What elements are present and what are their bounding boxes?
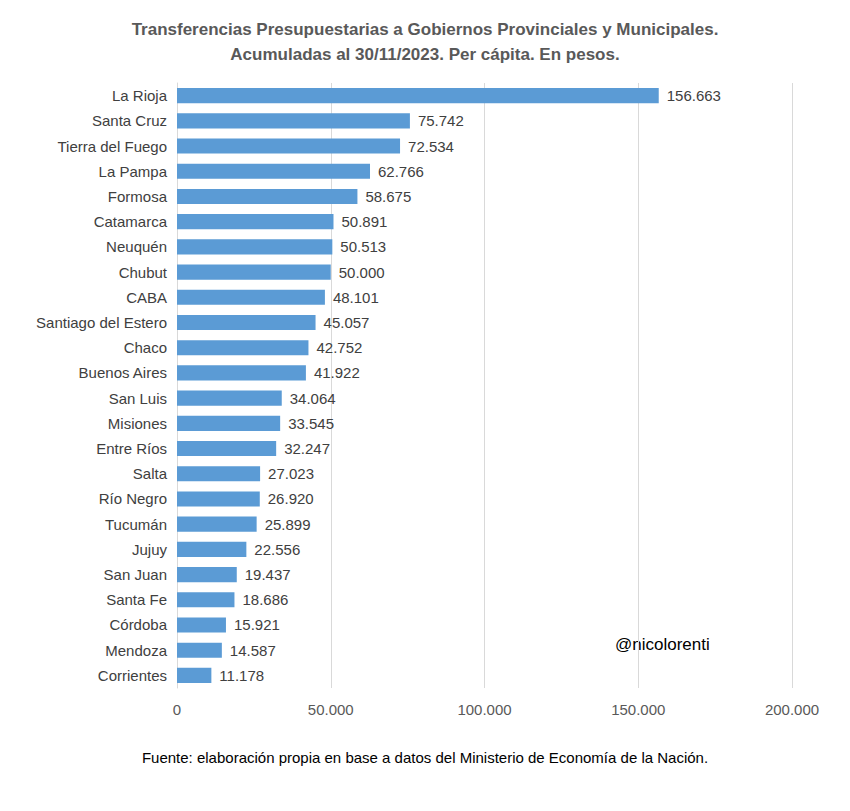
svg-text:27.023: 27.023 xyxy=(268,465,314,482)
svg-text:Corrientes: Corrientes xyxy=(98,667,167,684)
svg-text:22.556: 22.556 xyxy=(254,541,300,558)
svg-text:Formosa: Formosa xyxy=(108,188,168,205)
svg-text:58.675: 58.675 xyxy=(365,188,411,205)
svg-text:Chaco: Chaco xyxy=(124,339,167,356)
svg-text:Salta: Salta xyxy=(133,465,168,482)
svg-text:Acumuladas al 30/11/2023. Per: Acumuladas al 30/11/2023. Per cápita. En… xyxy=(230,45,619,64)
svg-text:Córdoba: Córdoba xyxy=(109,616,167,633)
svg-text:Catamarca: Catamarca xyxy=(94,213,168,230)
svg-text:11.178: 11.178 xyxy=(219,667,264,684)
svg-text:50.513: 50.513 xyxy=(340,238,386,255)
svg-text:33.545: 33.545 xyxy=(288,415,334,432)
svg-text:50.891: 50.891 xyxy=(341,213,387,230)
svg-text:62.766: 62.766 xyxy=(378,163,424,180)
svg-text:150.000: 150.000 xyxy=(611,701,665,718)
svg-text:Entre Ríos: Entre Ríos xyxy=(96,440,167,457)
svg-text:Misiones: Misiones xyxy=(108,415,167,432)
svg-text:18.686: 18.686 xyxy=(242,591,288,608)
svg-text:Jujuy: Jujuy xyxy=(132,541,168,558)
svg-text:41.922: 41.922 xyxy=(314,364,360,381)
svg-text:26.920: 26.920 xyxy=(268,490,314,507)
svg-text:Mendoza: Mendoza xyxy=(105,642,167,659)
svg-text:Santa Cruz: Santa Cruz xyxy=(92,112,167,129)
svg-text:Tucumán: Tucumán xyxy=(105,516,167,533)
svg-text:75.742: 75.742 xyxy=(418,112,464,129)
svg-text:La Rioja: La Rioja xyxy=(112,87,168,104)
svg-text:200.000: 200.000 xyxy=(765,701,819,718)
svg-text:15.921: 15.921 xyxy=(234,616,280,633)
svg-text:19.437: 19.437 xyxy=(245,566,291,583)
svg-text:0: 0 xyxy=(173,701,181,718)
svg-text:La Pampa: La Pampa xyxy=(99,163,168,180)
svg-text:Santiago del Estero: Santiago del Estero xyxy=(36,314,167,331)
svg-text:Neuquén: Neuquén xyxy=(106,238,167,255)
svg-text:50.000: 50.000 xyxy=(308,701,354,718)
svg-text:14.587: 14.587 xyxy=(230,642,276,659)
svg-text:San Juan: San Juan xyxy=(104,566,167,583)
svg-text:42.752: 42.752 xyxy=(316,339,362,356)
svg-text:34.064: 34.064 xyxy=(290,390,336,407)
svg-text:48.101: 48.101 xyxy=(333,289,379,306)
svg-text:72.534: 72.534 xyxy=(408,138,454,155)
svg-text:32.247: 32.247 xyxy=(284,440,330,457)
svg-text:Río Negro: Río Negro xyxy=(99,490,167,507)
svg-text:Buenos Aires: Buenos Aires xyxy=(79,364,167,381)
svg-text:50.000: 50.000 xyxy=(339,264,385,281)
svg-text:45.057: 45.057 xyxy=(324,314,370,331)
svg-text:CABA: CABA xyxy=(126,289,167,306)
svg-text:@nicolorenti: @nicolorenti xyxy=(615,635,710,654)
svg-text:156.663: 156.663 xyxy=(667,87,721,104)
svg-text:San Luis: San Luis xyxy=(109,390,167,407)
svg-text:Chubut: Chubut xyxy=(119,264,168,281)
svg-text:Transferencias Presupuestarias: Transferencias Presupuestarias a Gobiern… xyxy=(132,20,719,39)
svg-text:Tierra del Fuego: Tierra del Fuego xyxy=(58,138,168,155)
svg-text:100.000: 100.000 xyxy=(457,701,511,718)
svg-text:Santa Fe: Santa Fe xyxy=(106,591,167,608)
svg-text:25.899: 25.899 xyxy=(265,516,311,533)
svg-text:Fuente: elaboración propia en: Fuente: elaboración propia en base a dat… xyxy=(142,749,708,766)
